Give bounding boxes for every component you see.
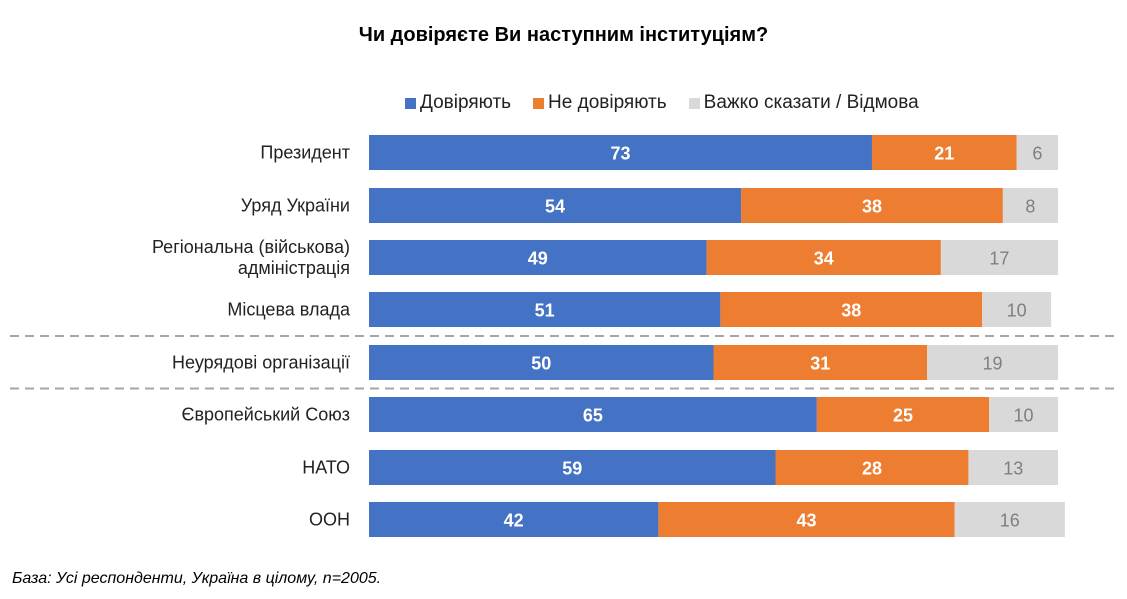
data-label: 65 bbox=[583, 406, 603, 426]
footer-note: База: Усі респонденти, Україна в цілому,… bbox=[12, 570, 382, 587]
category-label: Президент bbox=[260, 143, 350, 163]
legend-swatch bbox=[405, 97, 416, 109]
bar-segment bbox=[369, 188, 742, 223]
bar-segment bbox=[775, 450, 969, 485]
legend-item: Довіряють bbox=[405, 92, 511, 114]
bar-segment bbox=[968, 450, 1058, 485]
bar-segment bbox=[871, 135, 1017, 170]
data-label: 42 bbox=[504, 511, 524, 531]
data-label: 50 bbox=[531, 354, 551, 374]
data-label: 38 bbox=[862, 197, 882, 217]
data-label: 19 bbox=[983, 354, 1003, 374]
bar-segment bbox=[369, 135, 872, 170]
bar-segment bbox=[1002, 188, 1058, 223]
legend-item: Не довіряють bbox=[533, 92, 667, 114]
bar-segment bbox=[658, 502, 955, 537]
bar-segment bbox=[369, 450, 776, 485]
bar-segment bbox=[369, 345, 714, 380]
category-label: Неурядові організації bbox=[172, 353, 350, 373]
category-label: Регіональна (військова) bbox=[152, 237, 350, 257]
bar-segment bbox=[1016, 135, 1058, 170]
bar-segment bbox=[954, 502, 1065, 537]
category-label: ООН bbox=[309, 510, 350, 530]
bar-segment bbox=[927, 345, 1058, 380]
data-label: 13 bbox=[1003, 459, 1023, 479]
data-label: 38 bbox=[841, 301, 861, 321]
category-label: Європейський Союз bbox=[182, 405, 350, 425]
legend-label: Важко сказати / Відмова bbox=[703, 92, 919, 113]
data-label: 10 bbox=[1014, 406, 1034, 426]
chart-plot: Президент 73 21 6 Уряд України 54 38 8 Регіональ… bbox=[10, 135, 1120, 537]
legend-label: Не довіряють bbox=[548, 92, 667, 113]
bar-segment bbox=[369, 397, 817, 432]
data-label: 54 bbox=[545, 197, 565, 217]
data-label: 49 bbox=[528, 249, 548, 269]
bar-segment bbox=[982, 292, 1052, 327]
data-label: 31 bbox=[810, 354, 830, 374]
data-label: 59 bbox=[562, 459, 582, 479]
data-label: 34 bbox=[814, 249, 834, 269]
legend-swatch bbox=[533, 97, 545, 109]
data-label: 8 bbox=[1025, 197, 1035, 217]
bar-segment bbox=[741, 188, 1003, 223]
legend: Довіряють Не довіряють Важко сказати / Від… bbox=[405, 92, 919, 114]
data-label: 25 bbox=[893, 406, 913, 426]
data-label: 73 bbox=[610, 144, 630, 164]
data-label: 17 bbox=[989, 249, 1009, 269]
category-label: адміністрація bbox=[238, 258, 350, 278]
bar-segment bbox=[720, 292, 983, 327]
data-label: 43 bbox=[796, 511, 816, 531]
bar-segment bbox=[369, 502, 659, 537]
category-label: Уряд України bbox=[241, 196, 350, 216]
data-label: 28 bbox=[862, 459, 882, 479]
bar-segment bbox=[706, 240, 941, 275]
data-label: 6 bbox=[1032, 144, 1042, 164]
bar-segment bbox=[369, 240, 707, 275]
bar-segment bbox=[816, 397, 990, 432]
data-label: 21 bbox=[934, 144, 954, 164]
category-label: Місцева влада bbox=[227, 300, 351, 320]
data-label: 16 bbox=[1000, 511, 1020, 531]
bar-segment bbox=[369, 292, 721, 327]
legend-label: Довіряють bbox=[420, 92, 512, 113]
chart-title: Чи довіряєте Ви наступним інституціям? bbox=[358, 24, 769, 46]
legend-swatch bbox=[688, 97, 700, 109]
category-label: НАТО bbox=[302, 458, 350, 478]
bar-segment bbox=[713, 345, 928, 380]
bar-segment bbox=[940, 240, 1058, 275]
data-label: 10 bbox=[1007, 301, 1027, 321]
data-label: 51 bbox=[535, 301, 555, 321]
legend-item: Важко сказати / Відмова bbox=[688, 92, 919, 114]
bar-segment bbox=[989, 397, 1058, 432]
